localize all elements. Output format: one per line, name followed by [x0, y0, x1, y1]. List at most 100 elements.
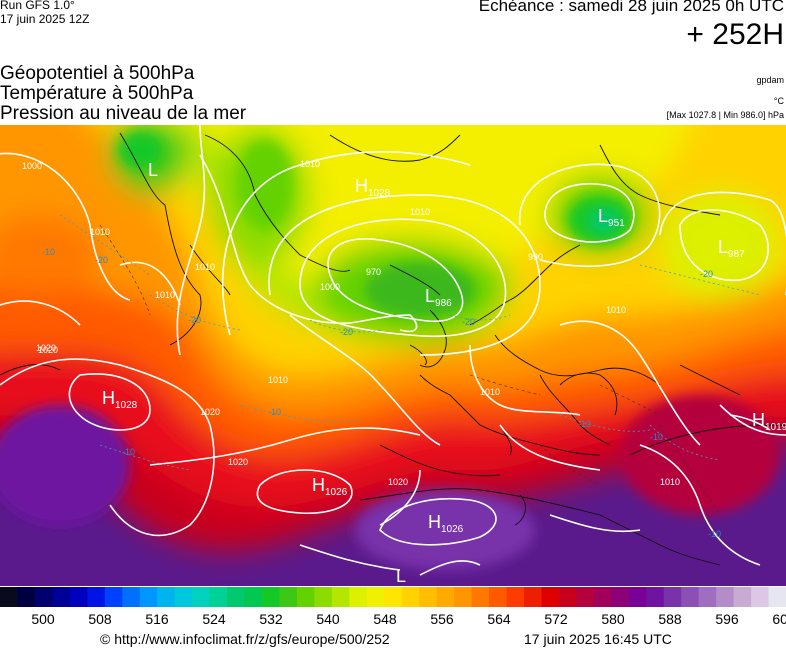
colorbar-tick: 524 [202, 611, 226, 627]
colorbar-tick: 500 [31, 611, 55, 627]
temp-label: -10 [42, 247, 55, 257]
colorbar-swatch [0, 587, 18, 607]
high-pressure-label: H1028 [355, 176, 391, 199]
isobar-label: 1000 [22, 161, 42, 171]
colorbar-swatch [646, 587, 665, 607]
colorbar-swatch [401, 587, 420, 607]
isobar-label: 1010 [90, 227, 110, 237]
colorbar-swatch [314, 587, 333, 607]
low-pressure-label: L986 [425, 286, 452, 309]
colorbar-swatch [192, 587, 211, 607]
low-pressure-label: L987 [718, 237, 745, 260]
isobar-label: 1020 [228, 457, 248, 467]
colorbar-swatch [436, 587, 455, 607]
isobar-label: 1020 [388, 477, 408, 487]
colorbar-swatch [209, 587, 228, 607]
lead-time: + 252H [686, 18, 784, 51]
colorbar-swatch [681, 587, 700, 607]
low-pressure-label: L [396, 566, 406, 586]
colorbar-tick: 508 [88, 611, 112, 627]
colorbar-swatch [471, 587, 490, 607]
colorbar-swatch [454, 587, 473, 607]
colorbar-swatch [87, 587, 106, 607]
high-pressure-label: H1026 [312, 475, 348, 498]
colorbar-tick: 596 [715, 611, 739, 627]
colorbar-swatch [17, 587, 36, 607]
weather-map: 1000 1010 1020 1010 1000 1010 990 1010 1… [0, 125, 786, 586]
high-pressure-label: H1019 [752, 410, 786, 433]
isobars [0, 125, 786, 576]
low-pressure-label: L [148, 160, 158, 180]
pressure-range: [Max 1027.8 | Min 986.0] hPa [666, 110, 784, 120]
colorbar-swatch [139, 587, 158, 607]
coastlines [0, 132, 786, 566]
temperature-isotherms [59, 214, 761, 471]
colorbar-swatch [751, 587, 770, 607]
colorbar [0, 587, 786, 607]
colorbar-swatch [384, 587, 403, 607]
isobar-label: 1020 [200, 407, 220, 417]
colorbar-swatch [279, 587, 298, 607]
colorbar-swatch [628, 587, 647, 607]
isobar-label: 1010 [480, 387, 500, 397]
colorbar-tick: 580 [601, 611, 625, 627]
isobar-label: 990 [528, 252, 543, 262]
colorbar-swatch [733, 587, 752, 607]
colorbar-swatch [541, 587, 560, 607]
generated-time: 17 juin 2025 16:45 UTC [524, 631, 672, 647]
colorbar-swatch [296, 587, 315, 607]
colorbar-swatch [366, 587, 385, 607]
temp-label: -10 [708, 529, 721, 539]
isobar-label: 1010 [300, 159, 320, 169]
colorbar-swatch [349, 587, 368, 607]
temp-label: -20 [340, 327, 353, 337]
valid-time: Echéance : samedi 28 juin 2025 0h UTC [478, 0, 784, 15]
temp-label: -20 [188, 315, 201, 325]
colorbar-swatch [768, 587, 786, 607]
colorbar-tick: 556 [430, 611, 454, 627]
colorbar-swatch [506, 587, 525, 607]
colorbar-swatch [52, 587, 71, 607]
isobar-label: 970 [366, 267, 381, 277]
colorbar-tick: 564 [487, 611, 511, 627]
colorbar-tick: 540 [316, 611, 340, 627]
pressure-systems: L H1028 L951 L987 L986 H1028 H1019 H1026 H1026 L [102, 160, 786, 586]
colorbar-swatch [489, 587, 508, 607]
colorbar-swatch [331, 587, 350, 607]
colorbar-tick: 516 [145, 611, 169, 627]
isobar-label: 1010 [195, 262, 215, 272]
colorbar-tick: 604 [772, 611, 786, 627]
colorbar-swatch [34, 587, 53, 607]
colorbar-swatch [593, 587, 612, 607]
colorbar-tick: 532 [259, 611, 283, 627]
unit-celsius: °C [773, 96, 784, 106]
temp-label: -20 [95, 255, 108, 265]
colorbar-tick: 548 [373, 611, 397, 627]
colorbar-swatch [227, 587, 246, 607]
isobar-label: 1000 [320, 282, 340, 292]
colorbar-swatch [157, 587, 176, 607]
colorbar-swatch [122, 587, 141, 607]
isobar-label: 1010 [155, 290, 175, 300]
isobar-values: 1000 1010 1020 1010 1000 1010 990 1010 1… [22, 159, 680, 487]
colorbar-swatch [104, 587, 123, 607]
low-pressure-label: L951 [598, 206, 625, 229]
colorbar-swatch [69, 587, 88, 607]
colorbar-swatch [558, 587, 577, 607]
colorbar-swatch [262, 587, 280, 607]
isobar-label: 1010 [268, 375, 288, 385]
borders [99, 224, 721, 516]
geopotential-field [0, 125, 786, 586]
colorbar-swatch [716, 587, 735, 607]
temp-label: -10 [268, 407, 281, 417]
isobar-label: 1010 [410, 207, 430, 217]
title-temperature: Température à 500hPa [0, 83, 194, 104]
colorbar-swatch [524, 587, 542, 607]
temp-label: -10 [122, 447, 135, 457]
colorbar-swatch [244, 587, 263, 607]
colorbar-swatch [576, 587, 595, 607]
colorbar-swatch [663, 587, 682, 607]
run-label: Run GFS 1.0° [0, 0, 75, 12]
source-url[interactable]: © http://www.infoclimat.fr/z/gfs/europe/… [100, 631, 390, 647]
title-pressure: Pression au niveau de la mer [0, 103, 247, 124]
